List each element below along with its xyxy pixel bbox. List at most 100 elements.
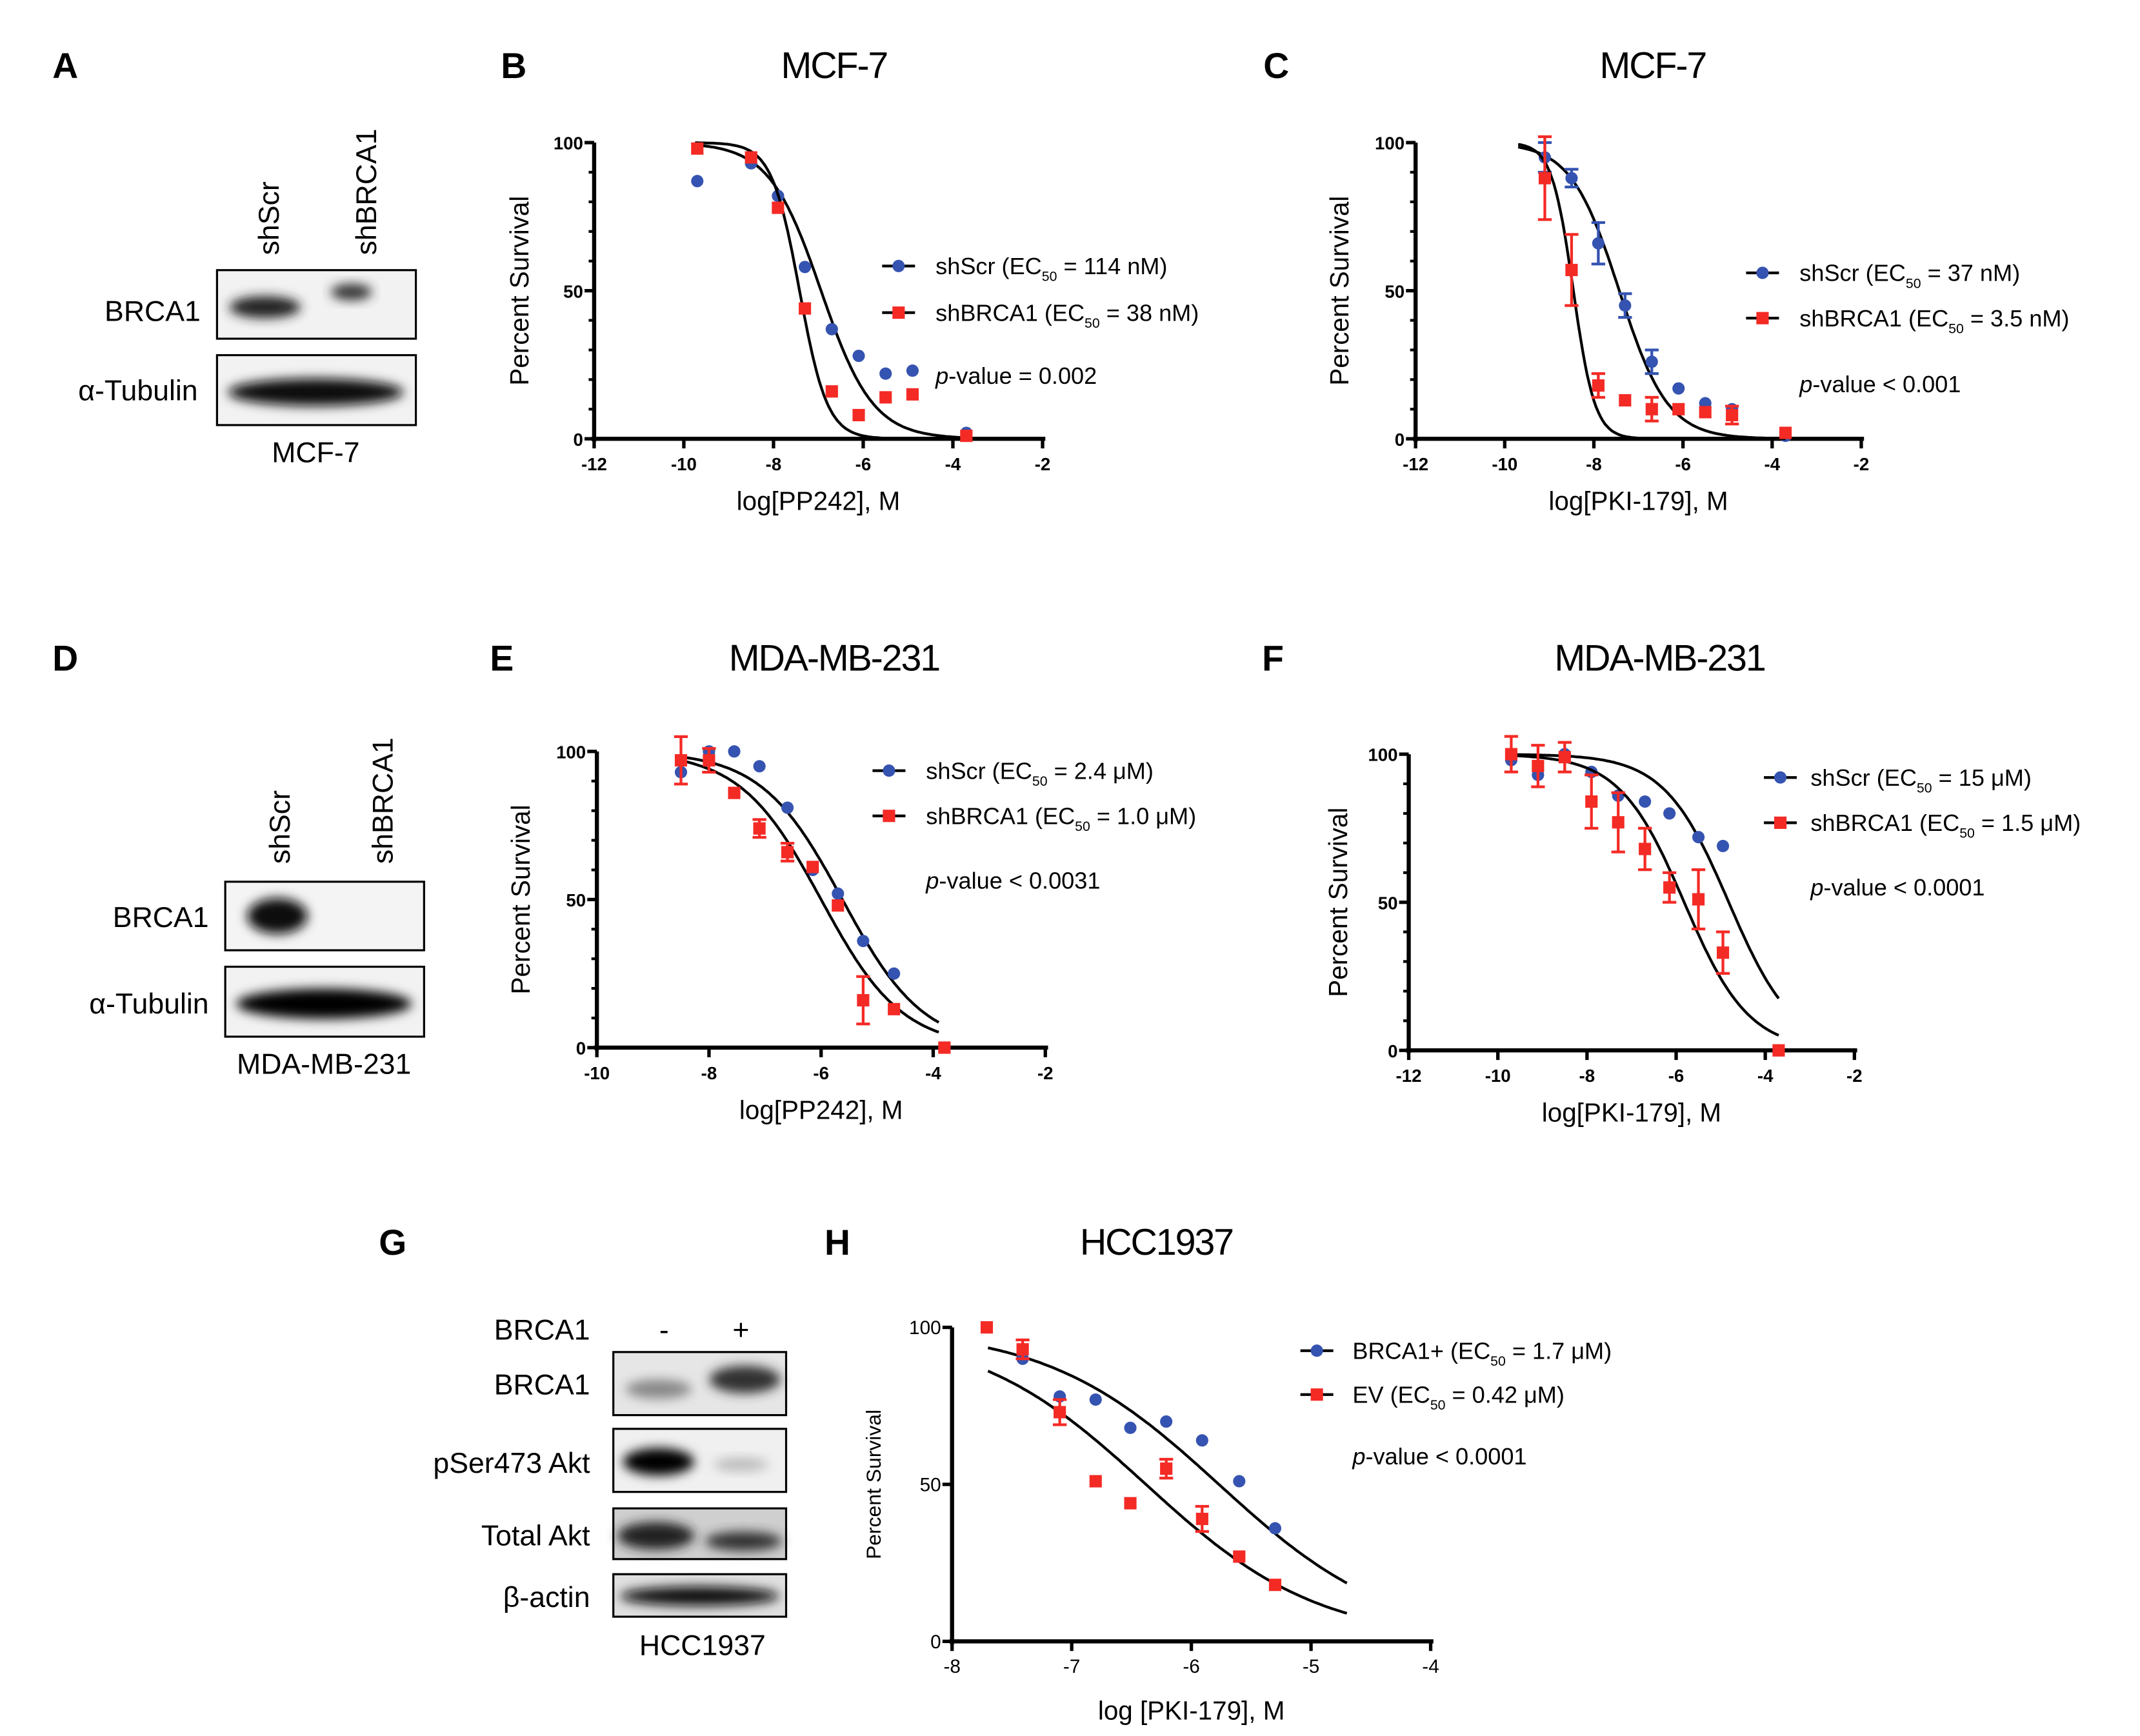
y-axis-label: Percent Survival: [1325, 196, 1354, 386]
cell-line-label: MCF-7: [272, 437, 359, 468]
data-point-shscr: [799, 261, 812, 274]
data-point-ev: [1089, 1475, 1102, 1488]
data-point-shbrca1: [772, 201, 785, 214]
data-point-shbrca1: [674, 754, 688, 767]
data-point-brca1: [1124, 1421, 1137, 1434]
data-point-shbrca1: [938, 1041, 951, 1054]
x-tick-label: -2: [1846, 1066, 1863, 1086]
y-tick-label: 50: [920, 1475, 941, 1496]
chart-title: HCC1937: [1080, 1222, 1233, 1263]
x-axis-label: log[PKI-179], M: [1548, 486, 1728, 516]
data-point-shbrca1: [825, 385, 838, 398]
data-point-shbrca1: [1716, 946, 1730, 959]
data-point-shbrca1: [753, 822, 766, 835]
data-point-shscr: [832, 887, 845, 900]
x-axis-label: log [PKI-179], M: [1098, 1695, 1285, 1725]
lane-label: +: [732, 1315, 749, 1346]
blot-row-label: α-Tubulin: [78, 375, 197, 407]
legend-entry: shBRCA1 (EC50 = 1.0 μM): [926, 803, 1196, 834]
chart-panel-b: MCF-7 log[PP242], M Percent Survival -12 -10…: [505, 45, 1199, 516]
data-point-shscr: [1592, 237, 1605, 250]
x-tick-label: -2: [1037, 1063, 1054, 1083]
chart-title: MCF-7: [781, 45, 888, 86]
x-axis-label: log[PP242], M: [739, 1095, 903, 1124]
x-tick-label: -2: [1854, 454, 1870, 474]
western-blot-a: shScr shBRCA1 BRCA1 α-Tubulin MCF-7: [78, 128, 417, 468]
x-tick-label: -8: [766, 454, 782, 474]
data-point-ev: [1124, 1497, 1137, 1510]
legend-marker: [1756, 312, 1769, 324]
fit-curve-shscr: [695, 143, 966, 439]
data-point-ev: [1160, 1462, 1173, 1475]
legend-marker: [1310, 1388, 1323, 1401]
band: [620, 1586, 779, 1606]
band: [713, 1457, 768, 1472]
cell-line-label: MDA-MB-231: [237, 1048, 411, 1080]
x-tick-label: -4: [925, 1063, 941, 1083]
data-point-shscr: [728, 745, 741, 758]
chart-title: MCF-7: [1600, 45, 1706, 86]
data-point-shbrca1: [1505, 748, 1517, 761]
fit-curve-shbrca1: [1511, 754, 1779, 1037]
x-tick-label: -10: [671, 454, 697, 474]
x-tick-label: -8: [1586, 454, 1602, 474]
y-tick-label: 100: [909, 1317, 941, 1339]
legend-marker: [1774, 771, 1787, 784]
y-tick-label: 50: [1378, 893, 1398, 913]
x-axis-label: log[PKI-179], M: [1542, 1098, 1721, 1128]
fit-curve-shbrca1: [1517, 143, 1786, 441]
data-point-shbrca1: [1672, 403, 1685, 415]
panel-label-b: B: [501, 46, 526, 86]
y-axis-label: Percent Survival: [862, 1410, 885, 1559]
y-tick-label: 100: [1375, 134, 1405, 154]
band: [247, 898, 308, 934]
lane-label: shScr: [254, 181, 285, 255]
data-point-shscr: [888, 967, 901, 980]
data-point-shbrca1: [1663, 881, 1676, 894]
chart-panel-h: HCC1937 log [PKI-179], M Percent Survival -…: [862, 1222, 1612, 1726]
data-point-shbrca1: [1779, 426, 1792, 439]
blot-row-label: β-actin: [503, 1582, 590, 1613]
y-tick-label: 0: [930, 1631, 941, 1653]
p-value-annotation: p-value = 0.002: [935, 363, 1097, 389]
x-tick-label: -6: [1183, 1656, 1199, 1677]
blot-header-label: BRCA1: [494, 1315, 590, 1346]
data-point-shbrca1: [1645, 403, 1658, 415]
p-value-annotation: p-value < 0.0001: [1352, 1443, 1526, 1470]
y-tick-label: 0: [1388, 1041, 1397, 1061]
y-tick-label: 100: [1368, 745, 1397, 765]
legend-entry: shBRCA1 (EC50 = 3.5 nM): [1799, 305, 2069, 337]
data-point-shscr: [1619, 299, 1632, 312]
data-point-ev: [1016, 1343, 1029, 1356]
blot-row-label: α-Tubulin: [89, 988, 208, 1020]
x-tick-label: -4: [1757, 1066, 1774, 1086]
chart-panel-e: MDA-MB-231 log[PP242], M Percent Survival -…: [506, 637, 1196, 1124]
data-point-brca1: [1160, 1415, 1173, 1428]
y-tick-label: 0: [1395, 430, 1405, 450]
data-point-brca1: [1268, 1522, 1282, 1535]
chart-title: MDA-MB-231: [729, 637, 939, 679]
data-point-shbrca1: [781, 846, 794, 859]
lane-label: shScr: [265, 790, 296, 864]
data-point-shbrca1: [888, 1003, 901, 1015]
western-blot-g: BRCA1 - + BRCA1 pSer473 Akt Total Akt β-…: [433, 1315, 788, 1662]
blot-row-label: BRCA1: [494, 1370, 590, 1401]
data-point-shscr: [1663, 807, 1676, 820]
panel-label-a: A: [52, 46, 78, 86]
fit-curve-shbrca1: [695, 141, 966, 441]
band: [709, 1366, 781, 1393]
lane-label: shBRCA1: [367, 737, 399, 864]
band: [330, 283, 372, 301]
x-tick-label: -10: [1485, 1066, 1511, 1086]
data-point-shscr: [781, 801, 794, 814]
panel-label-f: F: [1262, 638, 1284, 678]
x-tick-label: -5: [1303, 1656, 1319, 1677]
data-point-shscr: [1565, 172, 1578, 185]
x-tick-label: -8: [701, 1063, 717, 1083]
x-tick-label: -6: [813, 1063, 829, 1083]
data-point-shscr: [1639, 795, 1652, 808]
fit-curve-shscr: [1511, 753, 1780, 999]
data-point-shscr: [906, 364, 919, 377]
